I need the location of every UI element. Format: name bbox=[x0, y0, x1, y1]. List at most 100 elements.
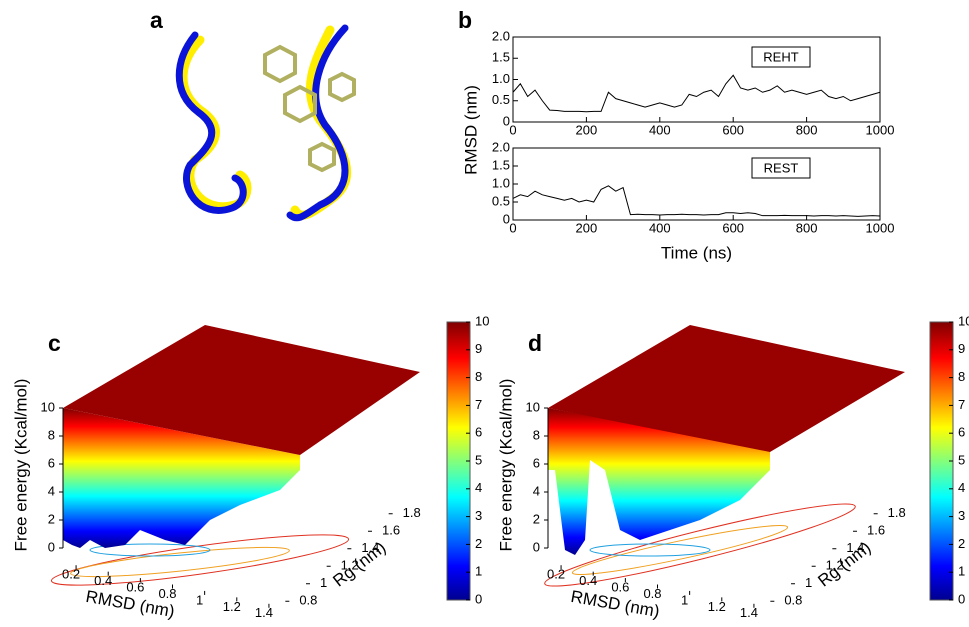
y-tick-label: 0 bbox=[503, 211, 510, 226]
y-tick-label: 1.8 bbox=[888, 505, 906, 520]
y-tick-label: 1.8 bbox=[403, 505, 421, 520]
x-tick-label: 400 bbox=[649, 122, 671, 137]
y-tick-label: 1.4 bbox=[846, 540, 864, 555]
colorbar-tick-label: 8 bbox=[475, 369, 482, 384]
x-tick-label: 400 bbox=[649, 220, 671, 235]
x-tick-label: 800 bbox=[796, 122, 818, 137]
z-axis-label: Free energy (Kcal/mol) bbox=[496, 379, 515, 552]
y-tick-label: 1.6 bbox=[867, 523, 885, 538]
colorbar-tick-label: 0 bbox=[475, 591, 482, 606]
colorbar-tick-label: 7 bbox=[958, 397, 965, 412]
colorbar-tick-label: 7 bbox=[475, 397, 482, 412]
y-tick-label: 0 bbox=[503, 113, 510, 128]
x-tick-label: 0 bbox=[509, 122, 516, 137]
x-tick-label: 1000 bbox=[866, 122, 895, 137]
z-tick-label: 8 bbox=[48, 427, 55, 442]
plot-frame bbox=[512, 147, 881, 221]
y-tick-label: 1.5 bbox=[492, 157, 510, 172]
x-tick-label: 0.8 bbox=[158, 586, 176, 601]
z-tick-label: 0 bbox=[48, 539, 55, 554]
panel-label: d bbox=[528, 330, 542, 356]
colorbar-tick-label: 8 bbox=[958, 369, 965, 384]
colorbar-tick-label: 9 bbox=[475, 341, 482, 356]
z-tick-label: 8 bbox=[533, 427, 540, 442]
x-tick-label: 0.8 bbox=[643, 586, 661, 601]
molecule-image bbox=[175, 24, 356, 222]
y-tick-label: 1.5 bbox=[492, 50, 510, 65]
x-tick-label: 600 bbox=[722, 220, 744, 235]
x-tick-label: 1000 bbox=[866, 220, 895, 235]
x-axis-label: Time (ns) bbox=[661, 243, 732, 262]
x-tick-label: 0.2 bbox=[547, 567, 565, 582]
y-tick-label: 0.8 bbox=[299, 593, 317, 608]
y-tick-label: 1.0 bbox=[492, 71, 510, 86]
legend-label: REST bbox=[764, 160, 799, 175]
y-tick-label: 0.5 bbox=[492, 92, 510, 107]
y-tick-label: 0.8 bbox=[784, 593, 802, 608]
colorbar-tick-label: 10 bbox=[958, 313, 969, 328]
surface-c bbox=[50, 325, 420, 586]
colorbar-tick-label: 10 bbox=[475, 313, 489, 328]
y-tick-label: 1.0 bbox=[492, 175, 510, 190]
surface-d bbox=[544, 325, 905, 587]
legend-box bbox=[751, 157, 811, 179]
colorbar-tick-label: 3 bbox=[958, 508, 965, 523]
x-tick-label: 1.4 bbox=[255, 605, 273, 620]
z-tick-label: 0 bbox=[533, 539, 540, 554]
x-tick-label: 0.4 bbox=[579, 573, 597, 588]
colorbar-tick-label: 6 bbox=[475, 425, 482, 440]
z-tick-label: 6 bbox=[533, 455, 540, 470]
y-tick-label: 1.2 bbox=[826, 558, 844, 573]
panel-label: b bbox=[458, 7, 472, 33]
colorbar-tick-label: 1 bbox=[475, 564, 482, 579]
y-tick-label: 1.4 bbox=[361, 540, 379, 555]
x-tick-label: 800 bbox=[796, 220, 818, 235]
y-tick-label: 2.0 bbox=[492, 28, 510, 43]
y-tick-label: 2.0 bbox=[492, 139, 510, 154]
x-tick-label: 1.2 bbox=[708, 599, 726, 614]
x-tick-label: 0.6 bbox=[126, 580, 144, 595]
plot-frame bbox=[512, 36, 881, 123]
z-tick-label: 2 bbox=[48, 511, 55, 526]
legend-box bbox=[751, 46, 811, 68]
z-tick-label: 10 bbox=[526, 399, 540, 414]
colorbar-tick-label: 2 bbox=[958, 536, 965, 551]
x-tick-label: 0.2 bbox=[62, 567, 80, 582]
z-tick-label: 10 bbox=[41, 399, 55, 414]
x-tick-label: 1.4 bbox=[740, 605, 758, 620]
x-tick-label: 0 bbox=[509, 220, 516, 235]
z-tick-label: 2 bbox=[533, 511, 540, 526]
colorbar-tick-label: 9 bbox=[958, 341, 965, 356]
y-tick-label: 1 bbox=[805, 575, 812, 590]
z-tick-label: 4 bbox=[533, 483, 540, 498]
colorbar-tick-label: 0 bbox=[958, 591, 965, 606]
x-tick-label: 600 bbox=[722, 122, 744, 137]
x-tick-label: 0.4 bbox=[94, 573, 112, 588]
legend-label: REHT bbox=[763, 49, 798, 64]
y-axis-label: Rg (nm) bbox=[814, 538, 874, 591]
panel-label: a bbox=[150, 7, 163, 33]
colorbar-tick-label: 6 bbox=[958, 425, 965, 440]
colorbar-tick-label: 5 bbox=[475, 452, 482, 467]
y-axis-label: RMSD (nm) bbox=[461, 85, 480, 175]
colorbar-tick-label: 3 bbox=[475, 508, 482, 523]
colorbar-tick-label: 5 bbox=[958, 452, 965, 467]
panel-label: c bbox=[48, 330, 61, 356]
x-tick-label: 1.2 bbox=[223, 599, 241, 614]
x-tick-label: 200 bbox=[576, 122, 598, 137]
x-tick-label: 0.6 bbox=[611, 580, 629, 595]
z-axis-label: Free energy (Kcal/mol) bbox=[11, 379, 30, 552]
colorbar-tick-label: 4 bbox=[475, 480, 482, 495]
z-tick-label: 6 bbox=[48, 455, 55, 470]
x-tick-label: 200 bbox=[576, 220, 598, 235]
z-tick-label: 4 bbox=[48, 483, 55, 498]
colorbar-tick-label: 2 bbox=[475, 536, 482, 551]
y-tick-label: 0.5 bbox=[492, 193, 510, 208]
colorbar-tick-label: 1 bbox=[958, 564, 965, 579]
data-line bbox=[512, 74, 881, 113]
y-tick-label: 1.2 bbox=[341, 558, 359, 573]
data-line bbox=[512, 185, 881, 217]
y-tick-label: 1.6 bbox=[382, 523, 400, 538]
